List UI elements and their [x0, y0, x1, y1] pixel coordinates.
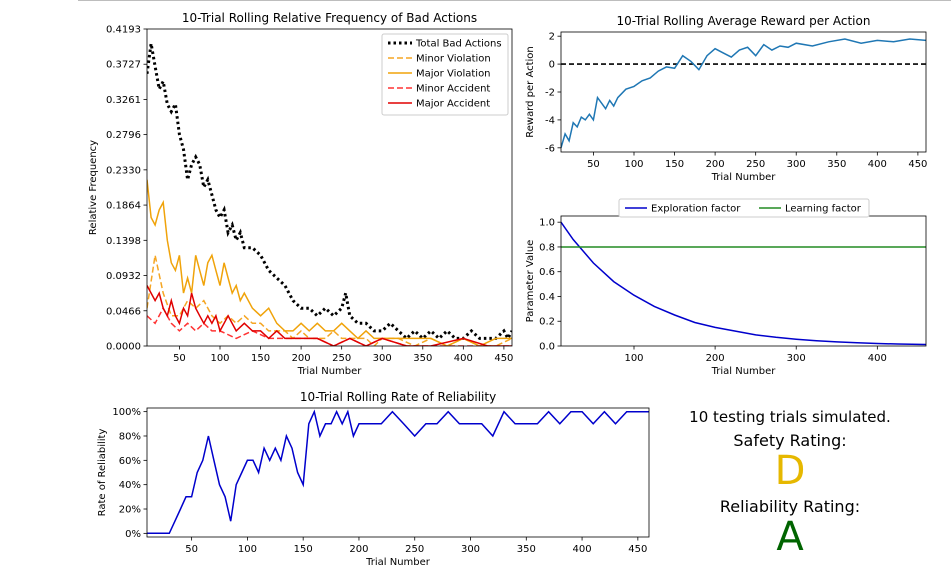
- y-tick-label: 0.0: [539, 342, 555, 353]
- x-tick-label: 350: [413, 353, 432, 364]
- x-tick-label: 250: [332, 353, 351, 364]
- y-tick-label: 100%: [112, 407, 141, 418]
- series-line-minor-violation: [147, 255, 512, 346]
- y-tick-label: 0.0000: [106, 342, 141, 353]
- x-tick-label: 400: [573, 544, 592, 555]
- plot-frame: [146, 28, 513, 347]
- y-tick-label: 0.8: [539, 242, 555, 253]
- x-tick-label: 100: [210, 353, 229, 364]
- x-axis-label: Trial Number: [297, 366, 363, 377]
- x-tick-label: 400: [454, 353, 473, 364]
- y-axis-label: Parameter Value: [525, 240, 536, 323]
- x-tick-label: 50: [185, 544, 198, 555]
- x-tick-label: 300: [787, 353, 806, 364]
- x-tick-label: 150: [665, 159, 684, 170]
- x-axis-label: Trial Number: [365, 557, 431, 568]
- y-tick-label: 0.4193: [106, 25, 141, 36]
- trials-simulated-text: 10 testing trials simulated.: [689, 408, 891, 426]
- series-line-total-bad-actions: [147, 43, 512, 342]
- y-tick-label: 80%: [119, 431, 141, 442]
- x-axis-label: Trial Number: [711, 172, 777, 183]
- plot-frame: [146, 407, 650, 538]
- y-tick-label: 0.0932: [106, 271, 141, 282]
- reliability-rating-label: Reliability Rating:: [719, 497, 861, 516]
- chart-reward-per-action: 50 100 150 200 250 300 350 400 450 -6 -4 -2 0 2 10-Tri…: [525, 14, 927, 183]
- series-line-exploration-factor: [561, 221, 926, 346]
- x-axis-label: Trial Number: [711, 366, 777, 377]
- chart-reliability-rate: 50 100 150 200 250 300 350 400 450 0% 20% 40% 60% 80%…: [97, 390, 650, 568]
- y-tick-label: 0.3727: [106, 60, 141, 71]
- x-tick-label: 450: [494, 353, 513, 364]
- y-tick-label: 0: [549, 60, 555, 71]
- y-tick-label: 0.4: [539, 292, 555, 303]
- x-tick-label: 450: [628, 544, 647, 555]
- y-tick-label: 0.1398: [106, 236, 141, 247]
- y-axis-label: Relative Frequency: [88, 140, 99, 235]
- x-tick-label: 300: [461, 544, 480, 555]
- series-line-series-0: [561, 38, 926, 149]
- x-tick-label: 450: [908, 159, 927, 170]
- legend-label: Major Accident: [416, 99, 490, 110]
- safety-rating-grade: D: [774, 448, 806, 494]
- x-tick-label: 350: [827, 159, 846, 170]
- y-tick-label: 0.0466: [106, 306, 141, 317]
- y-axis-label: Reward per Action: [525, 46, 536, 138]
- x-tick-label: 350: [517, 544, 536, 555]
- x-tick-label: 200: [706, 353, 725, 364]
- x-tick-label: 150: [251, 353, 270, 364]
- safety-rating-label: Safety Rating:: [733, 431, 847, 450]
- rating-summary: 10 testing trials simulated. Safety Rati…: [665, 400, 915, 558]
- x-tick-label: 200: [706, 159, 725, 170]
- chart-bad-actions: 50 100 150 200 250 300 350 400 450 0.0000 0.0466 0.…: [88, 11, 513, 377]
- x-tick-label: 50: [587, 159, 600, 170]
- chart-parameter-values: 100 200 300 400 0.0 0.2 0.4 0.6 0.8 1.0 Trial Numb…: [525, 198, 927, 377]
- y-tick-label: 2: [549, 32, 555, 43]
- y-tick-label: -4: [545, 115, 555, 126]
- y-tick-label: 0.6: [539, 267, 555, 278]
- y-tick-label: 0.3261: [106, 95, 141, 106]
- chart-title: 10-Trial Rolling Relative Frequency of B…: [182, 11, 477, 25]
- x-tick-label: 50: [173, 353, 186, 364]
- x-tick-label: 100: [624, 353, 643, 364]
- y-tick-label: 0.2: [539, 317, 555, 328]
- legend-label: Total Bad Actions: [415, 39, 502, 50]
- y-tick-label: -2: [545, 88, 555, 99]
- x-tick-label: 300: [373, 353, 392, 364]
- y-tick-label: 60%: [119, 456, 141, 467]
- x-tick-label: 400: [868, 159, 887, 170]
- y-tick-label: 0.2330: [106, 165, 141, 176]
- legend-label: Learning factor: [785, 204, 862, 215]
- chart-title: 10-Trial Rolling Average Reward per Acti…: [617, 14, 871, 28]
- chart-title: 10-Trial Rolling Rate of Reliability: [300, 390, 496, 404]
- plot-frame: [560, 215, 927, 347]
- x-tick-label: 150: [294, 544, 313, 555]
- x-tick-label: 100: [238, 544, 257, 555]
- x-tick-label: 250: [746, 159, 765, 170]
- y-tick-label: 40%: [119, 480, 141, 491]
- reliability-rating-grade: A: [776, 514, 804, 560]
- series-line-series-0: [147, 409, 649, 535]
- y-tick-label: 1.0: [539, 218, 555, 229]
- legend-label: Minor Accident: [416, 84, 490, 95]
- y-tick-label: 0.2796: [106, 130, 141, 141]
- legend-label: Major Violation: [416, 69, 491, 80]
- x-tick-label: 200: [349, 544, 368, 555]
- legend-label: Minor Violation: [416, 54, 491, 65]
- series-line-major-accident: [147, 285, 512, 346]
- legend-box: [381, 33, 509, 116]
- x-tick-label: 400: [868, 353, 887, 364]
- y-tick-label: -6: [545, 143, 555, 154]
- x-tick-label: 250: [405, 544, 424, 555]
- legend-box: [618, 198, 870, 218]
- x-tick-label: 300: [787, 159, 806, 170]
- plot-frame: [560, 31, 927, 153]
- y-axis-label: Rate of Reliability: [97, 429, 108, 517]
- y-tick-label: 0%: [125, 529, 141, 540]
- legend-label: Exploration factor: [651, 204, 741, 215]
- y-tick-label: 0.1864: [106, 201, 141, 212]
- y-tick-label: 20%: [119, 505, 141, 516]
- x-tick-label: 200: [292, 353, 311, 364]
- x-tick-label: 100: [624, 159, 643, 170]
